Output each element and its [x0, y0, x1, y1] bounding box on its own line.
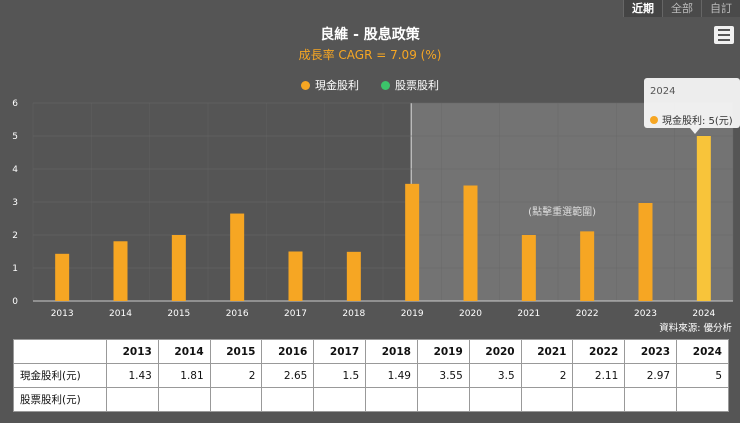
data-source: 資料來源: 優分析: [659, 323, 732, 334]
x-tick-label: 2014: [109, 309, 132, 319]
x-tick-label: 2013: [51, 309, 74, 319]
x-tick-label: 2018: [342, 309, 365, 319]
table-row-label: 股票股利(元): [13, 387, 107, 412]
bar-cash-dividend: [113, 241, 128, 301]
table-cell: [624, 387, 678, 412]
tooltip-row: 現金股利: 5(元): [650, 112, 733, 127]
table-body: 現金股利(元) 1.43 1.81 2 2.65 1.5 1.49 3.55 3.5 2 2.11 2…: [13, 363, 729, 412]
table-header-year: 2022: [572, 339, 626, 364]
table-cell: [365, 387, 418, 412]
bar-cash-dividend: [55, 253, 70, 301]
table-cell: 2.65: [261, 363, 315, 388]
x-tick-label: 2022: [576, 309, 599, 319]
y-tick-label: 0: [12, 297, 18, 307]
range-tabs: 近期 全部 自訂: [623, 0, 740, 17]
table-cell: [520, 387, 574, 412]
x-tick-label: 2016: [226, 309, 249, 319]
x-tick-label: 2020: [459, 309, 482, 319]
table-header-year: 2015: [209, 339, 263, 364]
table-header-year: 2016: [261, 339, 315, 364]
tooltip-year: 2024: [650, 86, 676, 97]
table-header-year: 2023: [624, 339, 678, 364]
table-header-year: 2018: [365, 339, 418, 364]
table-cell: 2: [520, 363, 574, 388]
x-tick-label: 2019: [401, 309, 424, 319]
table-cell: 1.81: [157, 363, 211, 388]
table-cell: 2.11: [572, 363, 626, 388]
x-tick-label: 2023: [634, 309, 657, 319]
table-cell: [157, 387, 211, 412]
legend: 現金股利 股票股利: [0, 77, 740, 93]
table-cell: [209, 387, 263, 412]
table-row: 現金股利(元) 1.43 1.81 2 2.65 1.5 1.49 3.55 3.5 2 2.11 2…: [13, 363, 729, 388]
y-tick-label: 1: [12, 264, 18, 274]
y-tick-label: 5: [12, 132, 18, 142]
bar-cash-dividend: [638, 202, 653, 301]
table-cell: 1.5: [313, 363, 367, 388]
table-header-row: 2013 2014 2015 2016 2017 2018 2019 2020 2021 2022…: [13, 339, 729, 364]
bar-cash-dividend: [171, 235, 186, 301]
bar-cash-dividend: [696, 136, 711, 301]
menu-icon[interactable]: [714, 26, 734, 44]
table-cell: [468, 387, 522, 412]
table-cell: 3.5: [468, 363, 522, 388]
legend-dot-icon: [381, 80, 390, 90]
table-cell: [261, 387, 315, 412]
table-cell: [313, 387, 367, 412]
bar-cash-dividend: [346, 251, 361, 301]
legend-dot-icon: [301, 80, 310, 90]
x-tick-label: 2024: [692, 309, 715, 319]
bar-cash-dividend: [230, 213, 245, 301]
bar-cash-dividend: [288, 251, 303, 301]
bar-cash-dividend: [463, 185, 478, 301]
tab-recent[interactable]: 近期: [623, 0, 662, 17]
x-tick-label: 2015: [167, 309, 190, 319]
bar-cash-dividend: [405, 183, 420, 301]
selection-hint: (點擊重選範圍): [528, 205, 596, 218]
table-cell: 2: [209, 363, 263, 388]
table-cell: [676, 387, 729, 412]
table-header-year: 2017: [313, 339, 367, 364]
y-tick-label: 3: [12, 198, 18, 208]
tooltip-dot-icon: [650, 115, 658, 124]
bar-cash-dividend: [580, 231, 595, 301]
x-tick-label: 2021: [517, 309, 540, 319]
y-tick-label: 6: [12, 99, 18, 109]
table-row: 股票股利(元): [13, 387, 729, 412]
table-cell: [106, 387, 159, 412]
chart-subtitle: 成長率 CAGR = 7.09 (%): [298, 48, 442, 62]
table-cell: 3.55: [416, 363, 470, 388]
table-header-year: 2021: [520, 339, 574, 364]
tooltip-arrow: [690, 128, 700, 134]
y-tick-label: 2: [12, 231, 18, 241]
table-cell: 1.43: [106, 363, 159, 388]
table-cell: [572, 387, 626, 412]
tab-all[interactable]: 全部: [662, 0, 701, 17]
bar-cash-dividend: [521, 235, 536, 301]
table-cell: 2.97: [624, 363, 678, 388]
table-row-label: 現金股利(元): [13, 363, 107, 388]
chart-title: 良維 - 股息政策: [320, 27, 420, 43]
tooltip-text: 現金股利: 5(元): [662, 116, 733, 127]
chart-area: 0 1 2 3 4 5 6 2013 2014 2015 2016 2017 2018 2019 2020 2…: [12, 99, 734, 319]
y-tick-label: 4: [12, 165, 18, 175]
table-cell: 5: [676, 363, 729, 388]
data-table: 2013 2014 2015 2016 2017 2018 2019 2020 2021 2022…: [13, 339, 729, 412]
x-tick-label: 2017: [284, 309, 307, 319]
legend-label: 股票股利: [395, 79, 439, 92]
legend-item-stock-dividend[interactable]: 股票股利: [381, 77, 439, 93]
table-header-year: 2013: [106, 339, 159, 364]
table-header-year: 2019: [416, 339, 470, 364]
legend-label: 現金股利: [315, 79, 359, 92]
table-corner: [13, 339, 107, 364]
legend-item-cash-dividend[interactable]: 現金股利: [301, 77, 359, 93]
table-header-year: 2024: [676, 339, 729, 364]
table-header-year: 2020: [468, 339, 522, 364]
table-cell: [416, 387, 470, 412]
tab-custom[interactable]: 自訂: [701, 0, 740, 17]
tooltip: 2024 現金股利: 5(元): [644, 78, 740, 128]
table-header-year: 2014: [157, 339, 211, 364]
table-cell: 1.49: [365, 363, 418, 388]
